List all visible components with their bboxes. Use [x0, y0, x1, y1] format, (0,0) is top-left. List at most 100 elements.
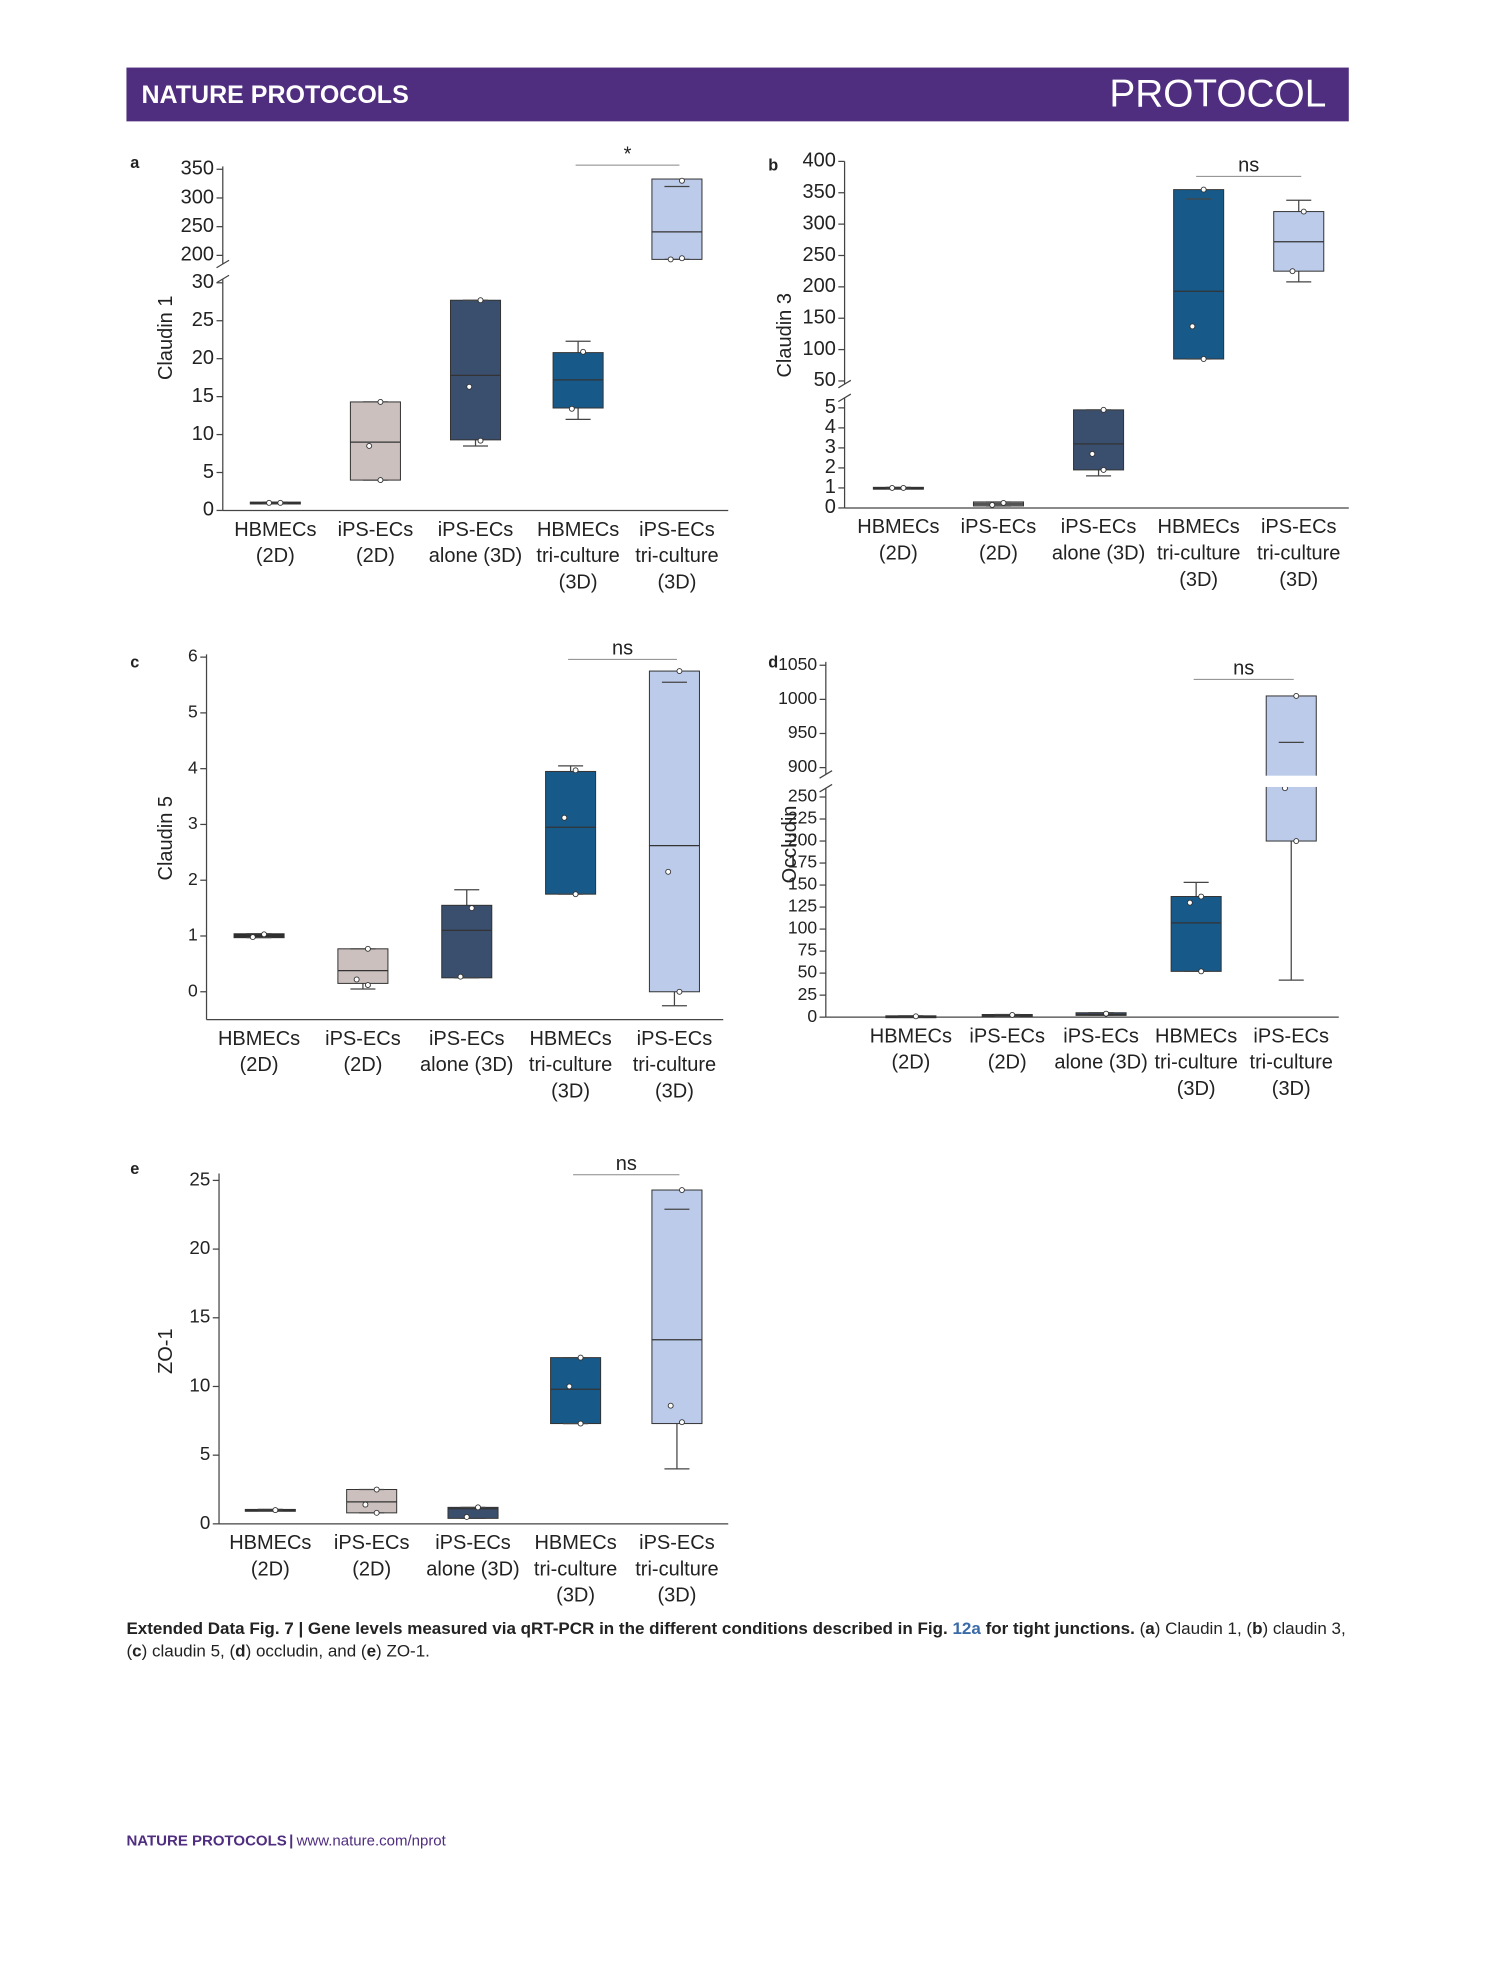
x-tick-label: (2D) — [240, 1054, 279, 1076]
x-tick-label: HBMECs — [218, 1028, 300, 1050]
data-point — [561, 814, 568, 821]
y-tick-label: 100 — [788, 918, 817, 938]
x-tick-label: tri-culture — [633, 1054, 716, 1076]
x-tick-label: iPS-ECs — [325, 1028, 401, 1050]
x-tick-label: iPS-ECs — [429, 1028, 505, 1050]
x-tick-label: (3D) — [556, 1585, 595, 1607]
caption-run: Extended Data Fig. 7 | Gene levels measu… — [126, 1618, 953, 1638]
x-tick-label: (2D) — [251, 1558, 290, 1580]
y-tick-label: 3 — [188, 813, 198, 833]
data-point — [679, 255, 685, 262]
data-point — [466, 383, 473, 390]
y-tick-label: 950 — [788, 722, 817, 742]
data-point — [568, 405, 575, 412]
y-tick-label: 15 — [189, 1306, 210, 1327]
x-tick-label: HBMECs — [857, 516, 939, 538]
y-tick-label: 5 — [200, 1443, 210, 1464]
data-point — [1293, 838, 1300, 844]
x-tick-label: (3D) — [1272, 1078, 1311, 1100]
panel-letter: b — [768, 157, 778, 175]
x-tick-label: (3D) — [655, 1080, 694, 1102]
box — [1265, 695, 1317, 842]
data-point — [665, 868, 672, 875]
x-tick-label: (2D) — [979, 543, 1018, 565]
data-point — [377, 477, 384, 484]
data-point — [679, 1419, 685, 1426]
significance-label: * — [624, 143, 632, 165]
data-point — [261, 931, 268, 938]
data-point — [580, 348, 587, 355]
caption: Extended Data Fig. 7 | Gene levels measu… — [126, 1618, 1350, 1663]
x-tick-label: (3D) — [657, 571, 696, 593]
x-tick-label: iPS-ECs — [961, 516, 1037, 538]
x-tick-label: tri-culture — [536, 545, 619, 567]
footer-separator: | — [289, 1833, 293, 1850]
data-point — [362, 1501, 369, 1508]
y-tick-label: 200 — [802, 275, 835, 297]
caption-run: c — [132, 1641, 142, 1661]
y-tick-label: 2 — [825, 456, 836, 478]
data-point — [1198, 893, 1205, 900]
y-axis-label: ZO-1 — [155, 1328, 177, 1374]
x-tick-label: HBMECs — [529, 1028, 611, 1050]
x-tick-label: HBMECs — [1158, 516, 1240, 538]
x-tick-label: (2D) — [988, 1052, 1027, 1074]
axis-break-mark — [216, 259, 230, 269]
data-point — [667, 256, 674, 263]
x-tick-label: alone (3D) — [429, 545, 522, 567]
panel: c Claudin 5 0 1 2 3 4 5 6 HBMECs (2D) iPS-ECs (2D) iP… — [130, 638, 724, 1102]
y-tick-label: 200 — [788, 830, 817, 850]
y-tick-label: 1 — [825, 476, 836, 498]
box — [337, 948, 389, 984]
x-tick-label: iPS-ECs — [1261, 516, 1337, 538]
panel-letter: e — [130, 1160, 139, 1178]
footer-journal: NATURE PROTOCOLS — [126, 1833, 286, 1850]
x-tick-label: (3D) — [1279, 569, 1318, 591]
box — [449, 299, 502, 441]
box — [349, 401, 401, 481]
data-point — [249, 934, 256, 941]
axis-break-gap — [827, 775, 1341, 787]
x-tick-label: iPS-ECs — [1061, 516, 1137, 538]
box — [346, 1489, 398, 1514]
x-tick-label: iPS-ECs — [438, 519, 514, 541]
header-bar — [126, 67, 1349, 122]
panel-letter: d — [768, 653, 778, 671]
data-point — [679, 177, 685, 184]
y-tick-label: 5 — [203, 461, 214, 483]
x-tick-label: HBMECs — [1155, 1025, 1237, 1047]
significance-label: ns — [1233, 658, 1254, 680]
y-tick-label: 0 — [188, 980, 198, 1000]
y-tick-label: 350 — [802, 181, 835, 203]
x-tick-label: tri-culture — [1157, 543, 1240, 565]
data-point — [1293, 693, 1300, 699]
y-tick-label: 0 — [807, 1006, 817, 1026]
box — [545, 770, 597, 895]
data-point — [1198, 968, 1205, 975]
axis-break-mark — [838, 393, 852, 403]
data-point — [266, 499, 273, 506]
data-point — [572, 767, 579, 774]
x-tick-label: alone (3D) — [420, 1054, 513, 1076]
caption-run: ( — [1134, 1618, 1146, 1638]
y-axis-label: Occludin — [779, 806, 801, 884]
x-tick-label: iPS-ECs — [639, 519, 715, 541]
y-tick-label: 50 — [798, 962, 818, 982]
data-point — [377, 398, 384, 405]
x-tick-label: HBMECs — [537, 519, 619, 541]
caption-run: b — [1252, 1618, 1263, 1638]
y-tick-label: 4 — [188, 757, 198, 777]
x-tick-label: tri-culture — [1250, 1052, 1333, 1074]
axis-break-mark — [819, 783, 833, 793]
data-point — [463, 1514, 470, 1520]
x-tick-label: tri-culture — [1257, 543, 1340, 565]
data-point — [1009, 1012, 1016, 1018]
box — [648, 670, 700, 993]
data-point — [364, 945, 371, 952]
x-tick-label: alone (3D) — [426, 1558, 519, 1580]
panel-letter: a — [130, 154, 140, 172]
axis-break-gap — [845, 385, 1351, 397]
